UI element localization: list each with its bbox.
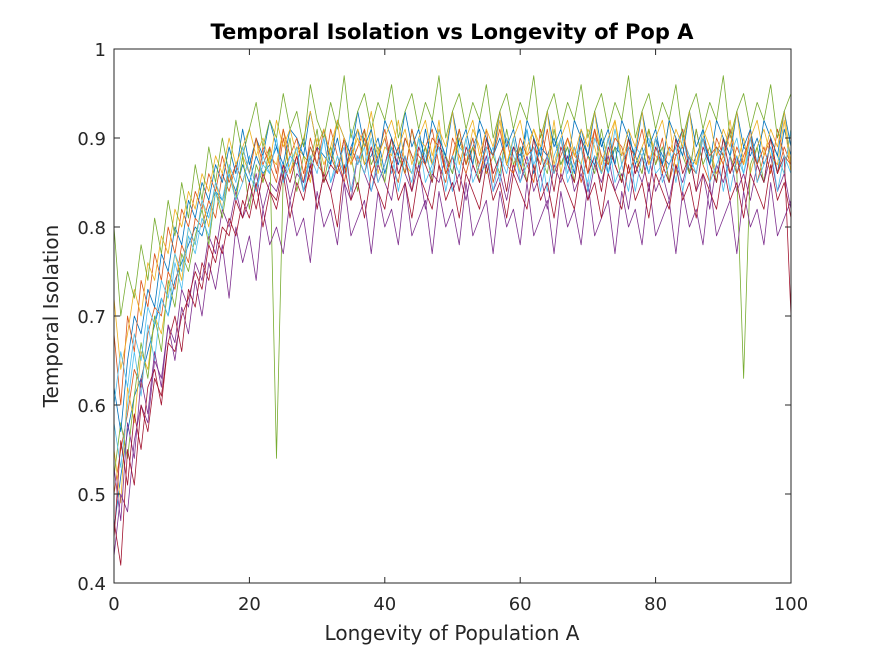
y-tick-label: 1 (95, 40, 106, 61)
y-tick-label: 0.6 (77, 396, 106, 417)
y-tick-label: 0.7 (77, 307, 106, 328)
series-line-6 (113, 128, 792, 468)
series-line-12 (113, 75, 792, 317)
x-tick-label: 100 (774, 594, 808, 615)
y-tick-label: 0.8 (77, 218, 106, 239)
x-tick-label: 80 (644, 594, 667, 615)
x-tick-label: 60 (509, 594, 532, 615)
plot-area (114, 49, 791, 583)
y-tick-label: 0.9 (77, 129, 106, 150)
x-tick-label: 20 (238, 594, 261, 615)
x-tick-label: 0 (108, 594, 119, 615)
x-axis-label: Longevity of Population A (325, 621, 580, 645)
y-tick-label: 0.4 (77, 574, 106, 595)
series-layer (113, 75, 792, 566)
series-line-13 (113, 137, 792, 406)
series-line-14 (113, 164, 792, 539)
chart-title: Temporal Isolation vs Longevity of Pop A (211, 20, 695, 44)
y-tick-label: 0.5 (77, 485, 106, 506)
series-line-11 (113, 182, 792, 522)
y-axis-label: Temporal Isolation (39, 225, 63, 409)
x-tick-label: 40 (373, 594, 396, 615)
tick-layer: 0 20 40 60 80 100 0.4 0.5 0.6 0.7 0.8 0.9 1 (77, 40, 808, 615)
